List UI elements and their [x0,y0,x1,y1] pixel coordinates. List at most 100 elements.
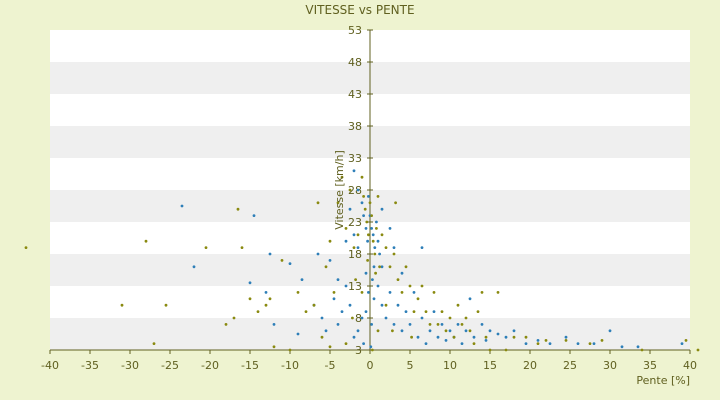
scatter-point-series-2 [352,246,356,250]
scatter-point-series-2 [416,297,420,301]
x-tick-label: 30 [603,359,617,372]
scatter-point-series-2 [328,345,332,349]
y-tick-label: 53 [348,24,362,37]
scatter-point-series-2 [468,329,472,333]
scatter-point-series-1 [348,207,352,211]
scatter-point-series-1 [288,262,292,265]
scatter-point-series-2 [440,310,444,313]
scatter-point-series-2 [396,278,400,281]
y-tick-label: 3 [355,344,362,357]
scatter-point-series-2 [256,310,260,313]
scatter-point-series-1 [396,303,400,307]
scatter-point-series-1 [362,342,365,345]
scatter-point-series-2 [268,297,272,301]
x-tick-label: -20 [201,359,219,372]
scatter-point-series-2 [488,348,492,352]
y-tick-label: 28 [348,184,362,197]
scatter-point-series-2 [436,323,440,326]
scatter-point-series-1 [400,329,404,333]
scatter-point-series-2 [696,348,700,352]
x-tick-label: 0 [367,359,374,372]
scatter-point-series-1 [504,335,508,339]
scatter-point-series-1 [480,323,484,326]
y-tick-label: 8 [355,312,362,325]
scatter-point-series-1 [320,316,324,320]
x-tick-label: 5 [407,359,414,372]
scatter-point-series-2 [424,310,428,313]
scatter-point-series-2 [240,246,244,250]
scatter-point-series-1 [300,278,304,281]
scatter-point-series-2 [362,195,365,198]
scatter-point-series-2 [144,239,148,243]
scatter-point-series-2 [367,233,370,237]
scatter-point-series-2 [588,342,592,345]
scatter-point-series-1 [364,310,368,313]
scatter-point-series-1 [369,345,373,349]
scatter-point-series-2 [248,297,252,301]
x-tick-label: 10 [443,359,457,372]
scatter-point-series-2 [348,188,352,192]
scatter-point-series-1 [380,303,384,307]
scatter-point-series-2 [384,303,388,307]
scatter-point-series-1 [488,329,492,333]
scatter-point-series-2 [472,342,476,345]
scatter-point-series-2 [204,246,208,250]
scatter-point-series-1 [432,310,436,313]
scatter-point-series-2 [152,342,156,345]
scatter-point-series-1 [576,342,580,345]
scatter-point-series-1 [362,214,365,218]
scatter-point-series-1 [352,233,356,237]
scatter-point-series-2 [504,348,508,352]
scatter-point-series-1 [360,201,364,205]
scatter-point-series-2 [524,335,528,339]
scatter-point-series-2 [370,214,373,218]
scatter-point-series-1 [264,291,268,294]
scatter-point-series-1 [444,339,448,342]
scatter-point-series-1 [180,204,184,208]
scatter-point-series-1 [448,329,452,333]
scatter-point-series-2 [368,201,372,205]
scatter-point-series-1 [367,291,370,294]
scatter-point-series-1 [370,227,373,230]
scatter-point-series-2 [280,259,284,262]
scatter-point-series-1 [364,227,368,230]
scatter-point-series-1 [296,332,300,336]
y-tick-label: 48 [348,56,362,69]
scatter-point-series-1 [456,323,460,326]
scatter-point-series-2 [452,335,456,339]
scatter-point-series-2 [288,348,292,352]
scatter-point-series-2 [496,291,500,294]
scatter-point-series-1 [344,284,348,288]
y-tick-label: 38 [348,120,362,133]
scatter-point-series-1 [484,339,488,342]
scatter-point-series-1 [460,342,464,345]
scatter-point-series-1 [400,271,404,275]
scatter-point-series-1 [464,329,468,333]
x-tick-label: -30 [121,359,139,372]
scatter-point-series-1 [340,310,344,313]
scatter-point-series-1 [392,323,396,326]
scatter-point-series-1 [412,291,416,294]
scatter-point-series-2 [236,207,240,211]
scatter-point-series-1 [372,297,376,301]
scatter-point-series-1 [268,252,272,256]
scatter-point-series-1 [373,246,377,250]
x-tick-label: 35 [643,359,657,372]
scatter-point-series-2 [512,335,516,339]
scatter-point-series-2 [394,201,397,205]
x-tick-label: 15 [483,359,497,372]
x-tick-label: -25 [161,359,179,372]
scatter-point-series-2 [460,323,464,326]
scatter-point-series-1 [248,281,252,285]
scatter-point-series-2 [354,278,357,281]
scatter-point-series-1 [408,323,412,326]
scatter-point-series-2 [304,310,308,313]
scatter-point-series-2 [332,291,336,294]
scatter-point-series-1 [348,303,352,307]
scatter-point-series-2 [328,239,332,243]
scatter-point-series-2 [365,220,369,224]
scatter-point-series-1 [336,323,340,326]
scatter-point-series-2 [375,227,378,230]
scatter-point-series-2 [224,323,228,326]
